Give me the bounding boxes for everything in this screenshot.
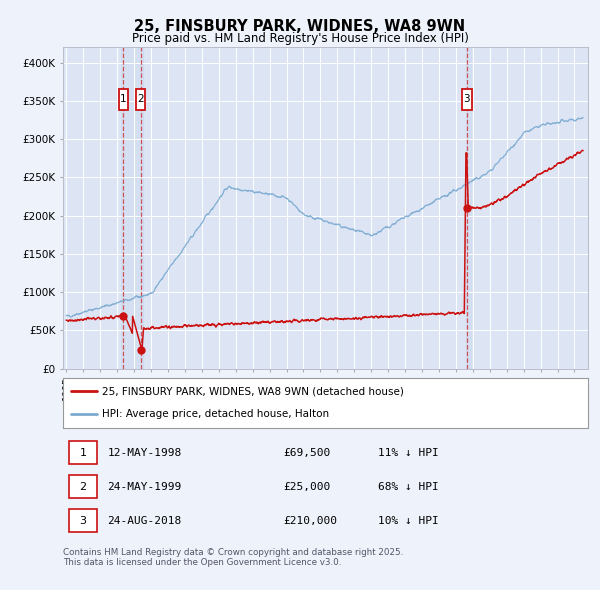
Bar [121, 47, 143, 369]
Text: £25,000: £25,000 [284, 482, 331, 491]
Text: 3: 3 [464, 94, 470, 104]
FancyBboxPatch shape [119, 88, 128, 110]
Text: 2: 2 [137, 94, 144, 104]
Text: 68% ↓ HPI: 68% ↓ HPI [378, 482, 439, 491]
Bar [466, 47, 470, 369]
Text: 11% ↓ HPI: 11% ↓ HPI [378, 448, 439, 458]
Text: 25, FINSBURY PARK, WIDNES, WA8 9WN (detached house): 25, FINSBURY PARK, WIDNES, WA8 9WN (deta… [103, 386, 404, 396]
FancyBboxPatch shape [70, 475, 97, 499]
FancyBboxPatch shape [70, 509, 97, 532]
Text: Price paid vs. HM Land Registry's House Price Index (HPI): Price paid vs. HM Land Registry's House … [131, 32, 469, 45]
FancyBboxPatch shape [462, 88, 472, 110]
Text: 3: 3 [79, 516, 86, 526]
Text: 24-MAY-1999: 24-MAY-1999 [107, 482, 182, 491]
Text: 24-AUG-2018: 24-AUG-2018 [107, 516, 182, 526]
Text: 10% ↓ HPI: 10% ↓ HPI [378, 516, 439, 526]
FancyBboxPatch shape [136, 88, 145, 110]
Text: £210,000: £210,000 [284, 516, 337, 526]
Text: 1: 1 [120, 94, 127, 104]
Text: HPI: Average price, detached house, Halton: HPI: Average price, detached house, Halt… [103, 409, 329, 419]
Text: £69,500: £69,500 [284, 448, 331, 458]
Text: 12-MAY-1998: 12-MAY-1998 [107, 448, 182, 458]
Text: 25, FINSBURY PARK, WIDNES, WA8 9WN: 25, FINSBURY PARK, WIDNES, WA8 9WN [134, 19, 466, 34]
Text: 1: 1 [79, 448, 86, 458]
Text: 2: 2 [79, 482, 86, 491]
Text: Contains HM Land Registry data © Crown copyright and database right 2025.
This d: Contains HM Land Registry data © Crown c… [63, 548, 403, 567]
FancyBboxPatch shape [70, 441, 97, 464]
